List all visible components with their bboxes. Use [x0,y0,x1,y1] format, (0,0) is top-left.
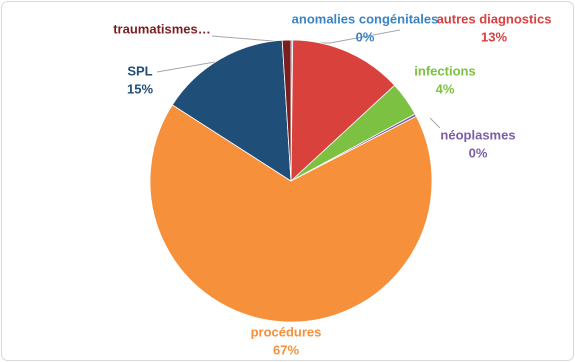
pie-slice [149,104,433,323]
slice-label: procédures [251,324,322,339]
slice-value-label: 13% [481,29,507,44]
slice-value-label: 0% [469,145,488,160]
leader-line [156,61,216,73]
pie-slice [281,39,292,182]
leader-line [429,117,441,129]
slice-label: anomalies congénitales [292,11,439,26]
slice-label: infections [414,63,475,78]
slice-value-label: 0% [356,29,375,44]
slice-label: autres diagnostics [437,11,552,26]
slice-value-label: 15% [127,81,153,96]
slice-value-label: 4% [436,81,455,96]
slice-label: néoplasmes [440,127,515,142]
pie-slice [171,39,292,182]
slice-value-label: 67% [273,342,299,357]
slice-label: traumatismes… [113,21,211,36]
slice-label: SPL [127,63,152,78]
pie-slice [290,39,396,182]
